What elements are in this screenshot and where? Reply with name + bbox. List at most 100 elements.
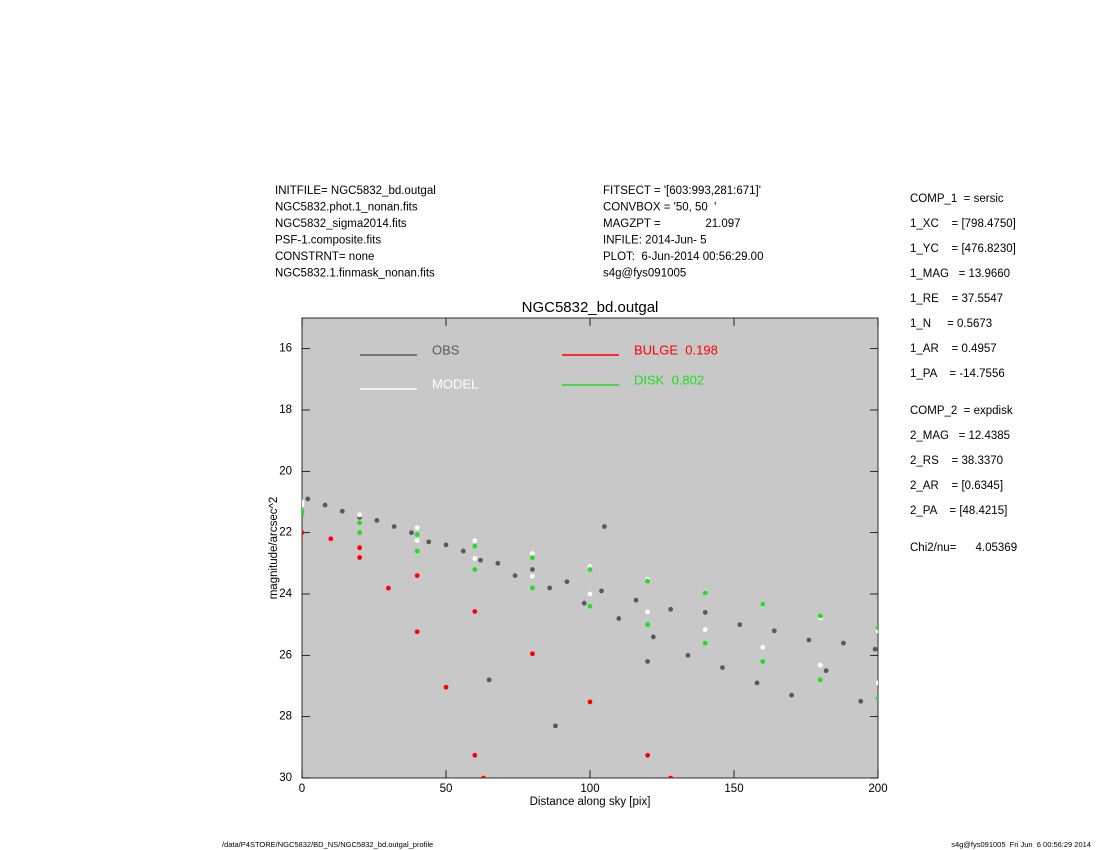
x-axis-label: Distance along sky [pix] (530, 796, 651, 808)
header-line: CONSTRNT= none (275, 251, 374, 263)
data-point (858, 698, 864, 704)
data-point (414, 525, 420, 531)
data-point (645, 578, 650, 584)
component-param: Chi2/nu= 4.05369 (910, 542, 1017, 554)
data-point (645, 752, 650, 758)
data-point (357, 520, 362, 526)
data-point (875, 680, 878, 686)
data-point (553, 723, 558, 729)
x-tick-label: 200 (868, 783, 887, 795)
x-tick-label: 50 (440, 783, 453, 795)
component-param: 1_AR = 0.4957 (910, 343, 997, 355)
x-tick-label: 100 (580, 783, 599, 795)
data-point (357, 545, 362, 551)
data-point (760, 659, 766, 664)
component-param: 2_RS = 38.3370 (910, 455, 1003, 467)
data-point (481, 775, 486, 778)
data-point (702, 590, 708, 596)
data-point (391, 524, 397, 529)
data-point (302, 502, 305, 508)
data-point (530, 585, 535, 591)
data-point (702, 627, 708, 632)
header-line: PLOT: 6-Jun-2014 00:56:29.00 (603, 251, 763, 263)
data-point (443, 684, 449, 690)
data-point (305, 496, 311, 502)
y-tick-label: 22 (279, 527, 292, 539)
data-point (302, 530, 305, 536)
legend-label: MODEL (432, 376, 478, 391)
data-point (587, 567, 593, 572)
data-point (616, 616, 622, 621)
component-param: 1_PA = -14.7556 (910, 368, 1005, 380)
data-point (302, 511, 305, 517)
data-point (668, 775, 674, 778)
data-point (760, 644, 766, 650)
component-param: 1_MAG = 13.9660 (910, 268, 1010, 280)
data-point (645, 622, 650, 628)
data-point (754, 680, 760, 686)
data-point (460, 548, 466, 554)
data-point (789, 692, 794, 698)
header-line: INITFILE= NGC5832_bd.outgal (275, 185, 436, 197)
header-line: INFILE: 2014-Jun- 5 (603, 235, 707, 247)
data-point (472, 567, 478, 572)
y-tick-label: 28 (279, 711, 292, 723)
data-point (702, 640, 708, 646)
data-point (737, 622, 743, 628)
data-point (357, 555, 362, 560)
data-point (357, 512, 362, 518)
data-point (650, 634, 656, 640)
data-point (581, 600, 587, 606)
legend-label: OBS (432, 342, 460, 357)
data-point (587, 699, 593, 705)
data-point (872, 646, 878, 652)
component-param: 1_RE = 37.5547 (910, 293, 1003, 305)
data-point (339, 508, 345, 514)
y-tick-label: 16 (279, 343, 292, 355)
data-point (547, 585, 553, 591)
x-tick-label: 150 (724, 783, 743, 795)
data-point (414, 532, 420, 537)
data-point (414, 629, 420, 635)
data-point (512, 573, 518, 578)
data-point (530, 651, 535, 657)
y-tick-label: 26 (279, 649, 292, 661)
data-point (374, 518, 380, 523)
y-tick-label: 18 (279, 404, 292, 416)
data-point (486, 677, 492, 683)
data-point (702, 610, 708, 615)
data-point (599, 588, 604, 594)
data-point (875, 695, 878, 701)
data-point (564, 579, 570, 585)
data-point (587, 603, 593, 609)
data-point (841, 640, 846, 646)
footer-path: /data/P4STORE/NGC5832/BD_NS/NGC5832_bd.o… (222, 840, 433, 849)
data-point (426, 539, 432, 545)
data-point (645, 659, 650, 664)
data-point (818, 677, 823, 683)
data-point (530, 573, 535, 579)
y-axis-label: magnitude/arcsec^2 (268, 497, 280, 600)
header-line: MAGZPT = 21.097 (603, 218, 741, 230)
legend-label: BULGE 0.198 (634, 342, 718, 357)
data-point (443, 542, 449, 548)
header-line: FITSECT = '[603:993,281:671]' (603, 185, 761, 197)
data-point (495, 560, 501, 566)
plot-area (301, 317, 879, 779)
data-point (530, 555, 535, 561)
header-line: NGC5832.1.finmask_nonan.fits (275, 268, 435, 280)
data-point (685, 652, 691, 658)
data-point (875, 625, 878, 631)
component-param: 2_MAG = 12.4385 (910, 430, 1010, 442)
component-param: 1_XC = [798.4750] (910, 218, 1016, 230)
header-line: PSF-1.composite.fits (275, 235, 381, 247)
data-point (771, 628, 777, 634)
data-point (645, 609, 650, 615)
component-param: 1_N = 0.5673 (910, 318, 992, 330)
data-point (414, 538, 420, 544)
component-param: 1_YC = [476.8230] (910, 243, 1016, 255)
header-line: CONVBOX = '50, 50 ' (603, 202, 716, 214)
data-point (478, 557, 483, 563)
data-point (357, 530, 362, 536)
